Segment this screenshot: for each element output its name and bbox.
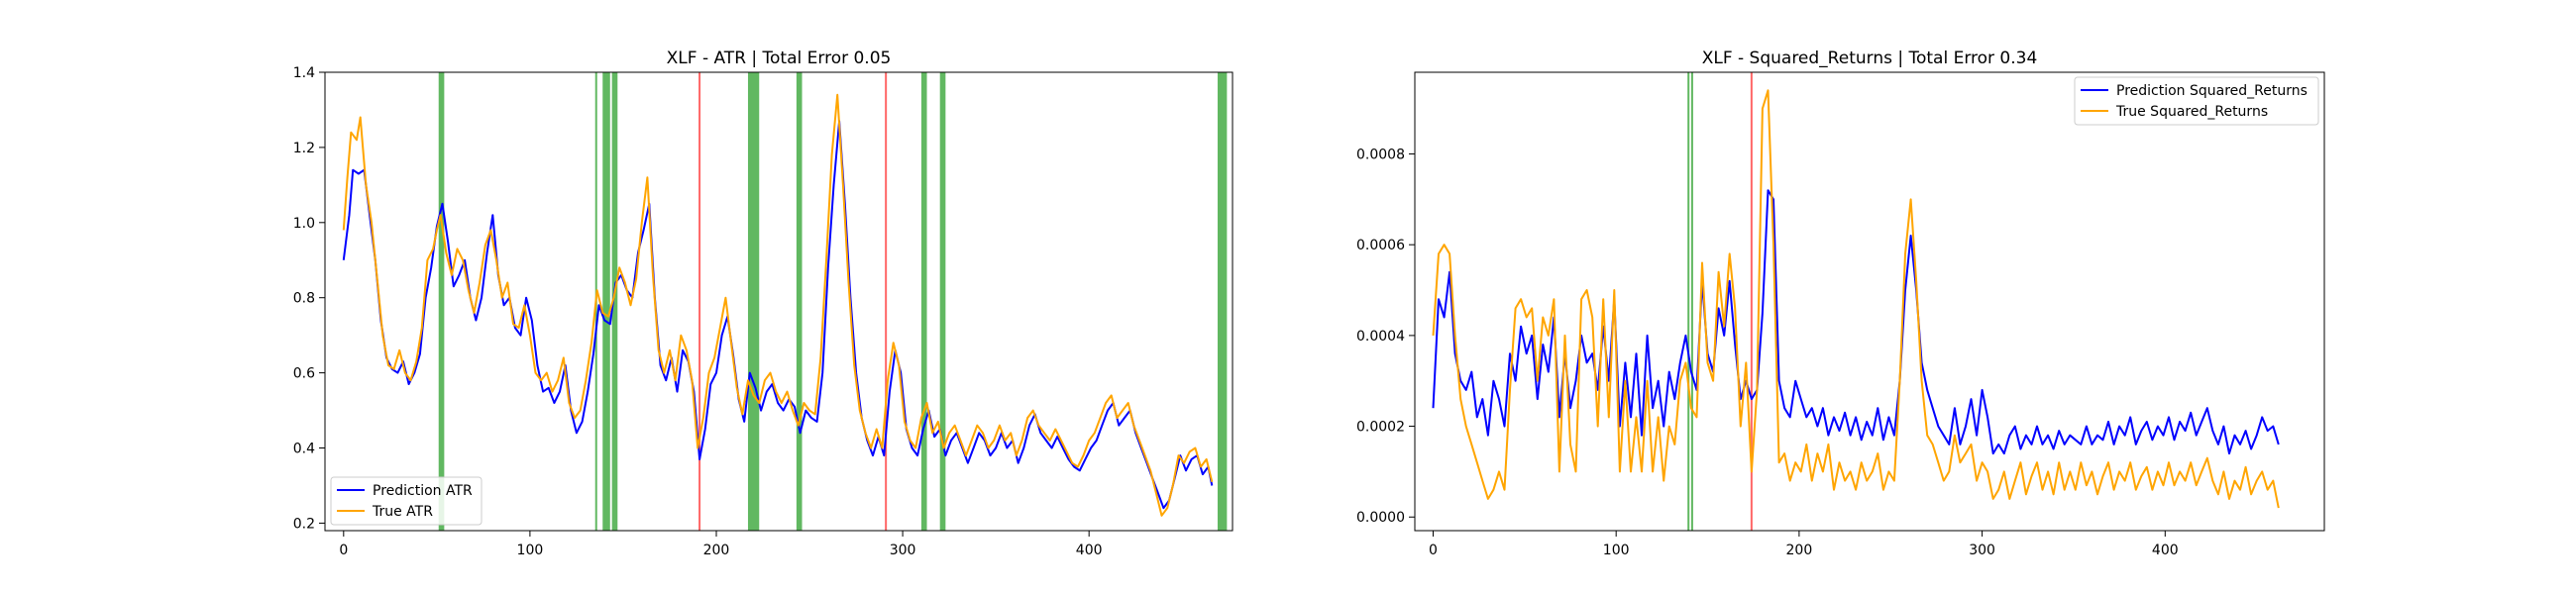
atr-green-span <box>939 72 946 531</box>
squared-returns-legend: Prediction Squared_Returns True Squared_… <box>2074 76 2319 126</box>
squared-returns-y-tick-label: 0.0000 <box>1356 510 1405 526</box>
atr-y-tick-label: 0.4 <box>293 442 315 457</box>
atr-x-axis: 0 100 200 300 400 <box>339 531 1103 558</box>
atr-plot-frame <box>324 71 1234 532</box>
squared-returns-legend-box <box>2074 76 2319 126</box>
atr-green-span <box>796 72 803 531</box>
atr-x-tick-label: 200 <box>703 543 730 558</box>
squared-returns-x-tick-label: 0 <box>1429 543 1438 558</box>
atr-green-span <box>602 72 610 531</box>
squared-returns-green-span <box>1687 72 1690 531</box>
squared-returns-series-true <box>1432 89 2280 509</box>
atr-chart-title: XLF - ATR | Total Error 0.05 <box>667 49 892 68</box>
atr-green-span <box>920 72 927 531</box>
atr-y-tick-label: 1.2 <box>293 141 315 156</box>
atr-y-tick-label: 0.6 <box>293 366 315 382</box>
squared-returns-green-span <box>1690 72 1693 531</box>
atr-green-span <box>747 72 760 531</box>
squared-returns-legend-label-true: True Squared_Returns <box>2115 104 2268 120</box>
atr-legend: Prediction ATR True ATR <box>330 476 483 526</box>
atr-legend-box <box>330 476 483 526</box>
squared-returns-legend-label-prediction: Prediction Squared_Returns <box>2116 83 2308 99</box>
squared-returns-y-tick-label: 0.0004 <box>1356 329 1405 345</box>
atr-y-tick-label: 1.4 <box>293 65 315 81</box>
squared-returns-plot-frame <box>1414 71 2325 532</box>
atr-x-tick-label: 100 <box>517 543 544 558</box>
squared-returns-green-spans <box>1687 72 1693 531</box>
atr-x-tick-label: 400 <box>1076 543 1103 558</box>
atr-legend-label-true: True ATR <box>372 504 433 520</box>
atr-green-span <box>438 72 445 531</box>
atr-green-span <box>611 72 618 531</box>
atr-legend-label-prediction: Prediction ATR <box>373 483 473 499</box>
atr-chart: XLF - ATR | Total Error 0.05 0 100 200 300 4… <box>293 49 1234 558</box>
atr-y-tick-label: 0.2 <box>293 516 315 532</box>
squared-returns-series-prediction <box>1432 189 2280 455</box>
squared-returns-x-tick-label: 400 <box>2152 543 2179 558</box>
atr-y-tick-label: 0.8 <box>293 291 315 307</box>
atr-series-true <box>342 93 1214 517</box>
squared-returns-x-tick-label: 100 <box>1603 543 1630 558</box>
squared-returns-y-tick-label: 0.0008 <box>1356 148 1405 163</box>
atr-series-lines <box>342 93 1214 517</box>
atr-x-tick-label: 0 <box>339 543 348 558</box>
atr-y-axis: 0.2 0.4 0.6 0.8 1.0 1.2 1.4 <box>293 65 325 532</box>
squared-returns-series-lines <box>1432 89 2280 509</box>
squared-returns-x-axis: 0 100 200 300 400 <box>1429 531 2179 558</box>
squared-returns-x-tick-label: 200 <box>1786 543 1813 558</box>
squared-returns-y-tick-label: 0.0006 <box>1356 238 1405 253</box>
atr-series-prediction <box>342 120 1214 510</box>
squared-returns-chart: XLF - Squared_Returns | Total Error 0.34… <box>1356 49 2325 558</box>
squared-returns-y-axis: 0.0000 0.0002 0.0004 0.0006 0.0008 <box>1356 148 1415 526</box>
atr-y-tick-label: 1.0 <box>293 216 315 232</box>
squared-returns-x-tick-label: 300 <box>1969 543 1995 558</box>
atr-green-span <box>1217 72 1228 531</box>
atr-x-tick-label: 300 <box>890 543 916 558</box>
squared-returns-chart-title: XLF - Squared_Returns | Total Error 0.34 <box>1702 49 2038 68</box>
squared-returns-y-tick-label: 0.0002 <box>1356 420 1405 436</box>
